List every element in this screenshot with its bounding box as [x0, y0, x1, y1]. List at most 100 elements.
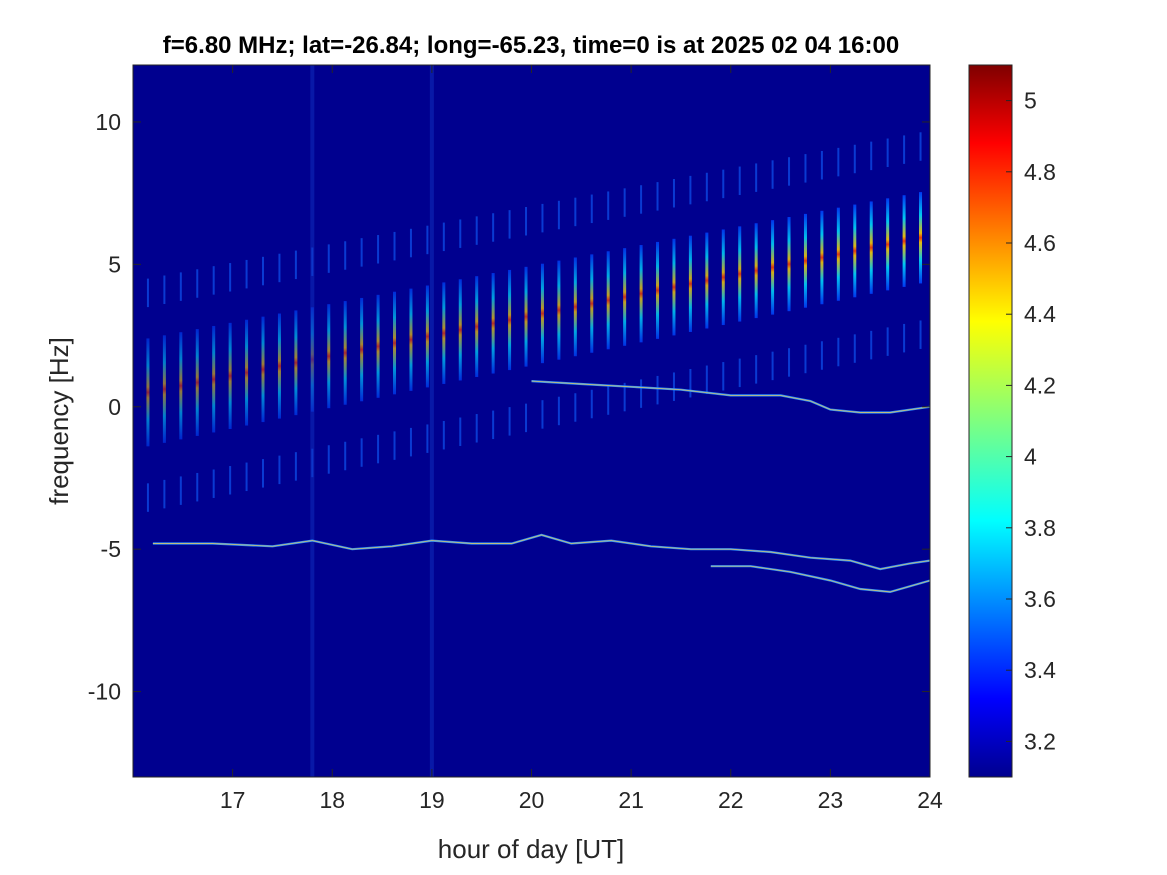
colorbar-tick-label: 4.6 [1024, 230, 1056, 256]
streak-echo [475, 414, 478, 443]
streak-mark [886, 198, 890, 291]
streak-echo [590, 389, 593, 419]
streak-echo [771, 351, 774, 381]
streak-mark [458, 279, 462, 381]
x-tick-label: 18 [319, 787, 345, 813]
streak-echo [672, 178, 675, 208]
streak-echo [360, 438, 363, 467]
streak-echo [212, 469, 215, 498]
streak-echo [541, 400, 544, 429]
streak-mark [623, 248, 627, 346]
streak-echo [327, 445, 330, 474]
noise-column [310, 65, 315, 777]
streak-echo [475, 216, 478, 245]
streak-mark [179, 332, 183, 440]
streak-mark [820, 210, 824, 305]
streak-mark [919, 192, 923, 284]
x-tick-label: 22 [718, 787, 744, 813]
streak-echo [393, 231, 396, 261]
streak-echo [377, 434, 380, 464]
streak-mark [656, 241, 660, 339]
streak-echo [508, 210, 511, 239]
streak-echo [525, 403, 528, 433]
colorbar-tick-label: 5 [1024, 88, 1037, 114]
streak-echo [919, 132, 922, 161]
x-tick-label: 23 [818, 787, 844, 813]
colorbar-tick-label: 3.8 [1024, 515, 1056, 541]
streak-mark [738, 226, 742, 322]
streak-echo [820, 150, 823, 180]
streak-mark [672, 238, 676, 336]
streak-echo [179, 272, 182, 301]
streak-echo [525, 207, 528, 236]
colorbar-tick-label: 3.4 [1024, 657, 1056, 683]
streak-echo [146, 483, 149, 512]
streak-mark [787, 217, 791, 312]
streak-mark [327, 304, 331, 409]
streak-echo [689, 368, 692, 398]
streak-echo [689, 175, 692, 205]
streak-mark [688, 235, 692, 332]
streak-mark [836, 207, 840, 301]
y-tick-label: -5 [101, 536, 121, 562]
streak-mark [557, 260, 561, 360]
streak-mark [869, 201, 873, 294]
streak-echo [672, 372, 675, 401]
y-axis-title: frequency [Hz] [44, 337, 74, 505]
streak-echo [705, 365, 708, 395]
streak-mark [277, 313, 281, 419]
streak-mark [639, 245, 643, 343]
streak-echo [278, 253, 281, 283]
streak-echo [196, 269, 199, 298]
streak-echo [656, 375, 659, 405]
streak-mark [771, 220, 775, 315]
noise-column [429, 65, 434, 777]
streak-echo [607, 386, 610, 415]
streak-mark [162, 335, 166, 443]
streak-echo [788, 348, 791, 377]
streak-mark [721, 229, 725, 326]
streak-mark [376, 294, 380, 398]
streak-mark [409, 288, 413, 391]
streak-echo [459, 417, 462, 446]
streak-echo [804, 344, 807, 374]
x-tick-label: 17 [220, 787, 246, 813]
colorbar-tick-label: 4.2 [1024, 372, 1056, 398]
streak-echo [820, 341, 823, 370]
streak-mark [573, 257, 577, 357]
streak-echo [755, 163, 758, 192]
streak-echo [409, 427, 412, 457]
streak-echo [212, 266, 215, 295]
streak-mark [393, 291, 397, 395]
x-tick-label: 19 [419, 787, 445, 813]
streak-mark [902, 195, 906, 287]
streak-echo [196, 472, 199, 502]
streak-mark [343, 301, 347, 405]
streak-echo [377, 235, 380, 264]
streak-echo [294, 452, 297, 481]
streak-mark [212, 325, 216, 433]
streak-echo [623, 188, 626, 217]
y-tick-label: 5 [108, 251, 121, 277]
chart-title: f=6.80 MHz; lat=-26.84; long=-65.23, tim… [163, 32, 899, 59]
colorbar-ticks: 3.2 3.4 3.6 3.8 4 4.2 4.4 4.6 4.8 5 [1006, 88, 1056, 754]
streak-mark [294, 310, 298, 416]
streak-echo [229, 263, 232, 292]
streak-mark [524, 266, 528, 367]
streak-echo [853, 334, 856, 363]
colorbar [968, 64, 1013, 778]
streak-echo [804, 154, 807, 183]
streak-mark [590, 254, 594, 353]
streak-echo [870, 330, 873, 360]
streak-mark [754, 223, 758, 319]
streak-echo [245, 462, 248, 492]
streak-echo [163, 275, 166, 304]
y-axis-ticks: -10 -5 0 5 10 [88, 109, 930, 705]
streak-echo [278, 455, 281, 485]
streak-echo [409, 228, 412, 258]
streak-echo [508, 407, 511, 436]
streak-echo [344, 441, 347, 471]
colorbar-tick-label: 4.4 [1024, 301, 1056, 327]
streak-echo [771, 160, 774, 189]
